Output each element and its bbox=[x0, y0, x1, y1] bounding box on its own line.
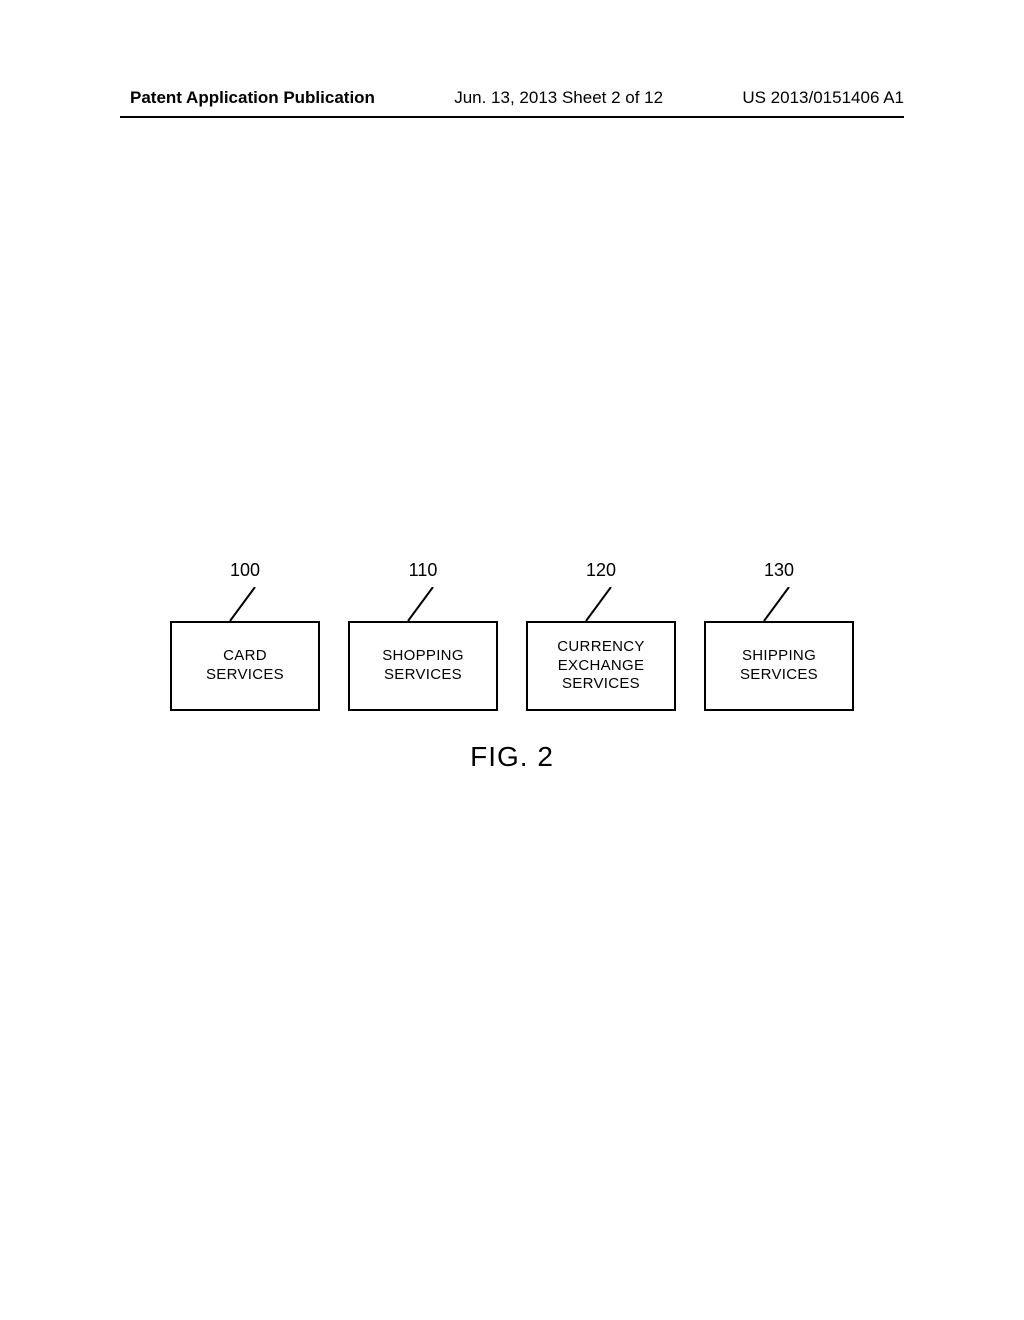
block-shipping-services: SHIPPINGSERVICES bbox=[704, 621, 854, 711]
figure-2: 100 CARDSERVICES 110 SHOPPINGSERVICES 12 bbox=[0, 560, 1024, 773]
block-label: CURRENCYEXCHANGESERVICES bbox=[557, 638, 644, 694]
block-label: SHIPPINGSERVICES bbox=[740, 647, 818, 685]
ref-num-130: 130 bbox=[764, 560, 794, 581]
lead-line-icon bbox=[526, 587, 676, 621]
block-label: SHOPPINGSERVICES bbox=[382, 647, 464, 685]
figure-label: FIG. 2 bbox=[470, 741, 554, 773]
block-card-services: CARDSERVICES bbox=[170, 621, 320, 711]
lead-line-icon bbox=[704, 587, 854, 621]
header-right: US 2013/0151406 A1 bbox=[742, 88, 904, 108]
ref-num-110: 110 bbox=[409, 560, 438, 581]
lead-line-icon bbox=[348, 587, 498, 621]
ref-num-120: 120 bbox=[586, 560, 616, 581]
lead-line-icon bbox=[170, 587, 320, 621]
page: Patent Application Publication Jun. 13, … bbox=[0, 0, 1024, 1320]
box-group-100: 100 CARDSERVICES bbox=[170, 560, 320, 711]
box-group-120: 120 CURRENCYEXCHANGESERVICES bbox=[526, 560, 676, 711]
box-group-130: 130 SHIPPINGSERVICES bbox=[704, 560, 854, 711]
header-left: Patent Application Publication bbox=[130, 88, 375, 108]
block-currency-exchange-services: CURRENCYEXCHANGESERVICES bbox=[526, 621, 676, 711]
header-row: Patent Application Publication Jun. 13, … bbox=[0, 88, 1024, 108]
ref-num-100: 100 bbox=[230, 560, 260, 581]
header-center: Jun. 13, 2013 Sheet 2 of 12 bbox=[454, 88, 663, 108]
box-group-110: 110 SHOPPINGSERVICES bbox=[348, 560, 498, 711]
block-label: CARDSERVICES bbox=[206, 647, 284, 685]
header-rule bbox=[120, 116, 904, 118]
block-shopping-services: SHOPPINGSERVICES bbox=[348, 621, 498, 711]
boxes-row: 100 CARDSERVICES 110 SHOPPINGSERVICES 12 bbox=[170, 560, 854, 711]
